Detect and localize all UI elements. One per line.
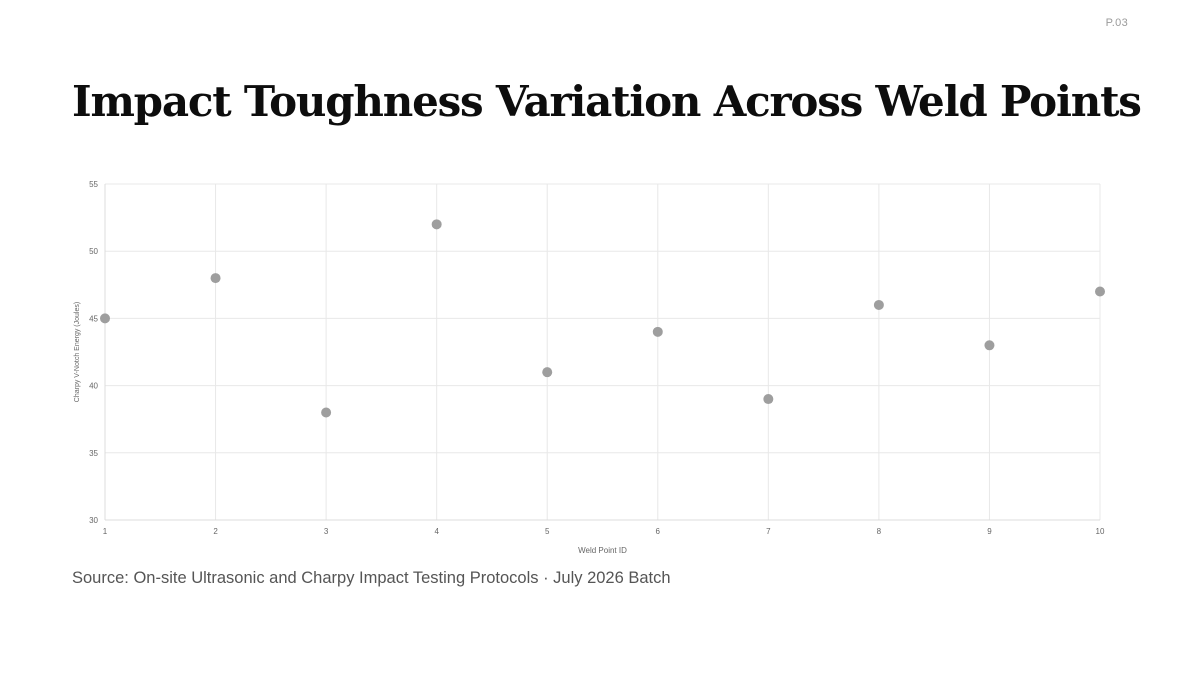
x-tick-label: 7 bbox=[766, 527, 771, 536]
slide-title: Impact Toughness Variation Across Weld P… bbox=[72, 77, 1142, 126]
data-point bbox=[984, 340, 995, 351]
source-note: Source: On-site Ultrasonic and Charpy Im… bbox=[72, 569, 671, 587]
grid-layer bbox=[104, 183, 1101, 521]
y-tick-label: 45 bbox=[89, 314, 98, 323]
data-point bbox=[542, 367, 553, 378]
x-tick-label: 8 bbox=[877, 527, 882, 536]
data-point bbox=[763, 394, 774, 405]
data-point bbox=[100, 313, 110, 324]
data-point bbox=[1095, 286, 1105, 297]
data-point bbox=[431, 219, 442, 230]
x-tick-label: 9 bbox=[987, 527, 992, 536]
y-tick-label: 55 bbox=[89, 180, 98, 189]
x-tick-label: 3 bbox=[324, 527, 329, 536]
x-tick-label: 4 bbox=[434, 527, 439, 536]
y-tick-label: 40 bbox=[89, 382, 98, 391]
point-layer bbox=[100, 219, 1105, 418]
y-axis-title: Charpy V-Notch Energy (Joules) bbox=[74, 302, 81, 402]
data-point bbox=[652, 326, 663, 337]
x-tick-label: 1 bbox=[103, 527, 108, 536]
x-axis-title: Weld Point ID bbox=[578, 546, 627, 555]
y-tick-label: 30 bbox=[89, 516, 98, 525]
data-point bbox=[321, 407, 332, 418]
x-tick-label: 5 bbox=[545, 527, 550, 536]
data-point bbox=[873, 299, 884, 310]
data-point bbox=[210, 273, 221, 284]
page-number: P.03 bbox=[1105, 17, 1128, 29]
x-tick-label: 6 bbox=[656, 527, 661, 536]
y-tick-label: 35 bbox=[89, 449, 98, 458]
y-tick-label: 50 bbox=[89, 247, 98, 256]
x-tick-label: 2 bbox=[213, 527, 218, 536]
x-tick-label: 10 bbox=[1096, 527, 1105, 536]
